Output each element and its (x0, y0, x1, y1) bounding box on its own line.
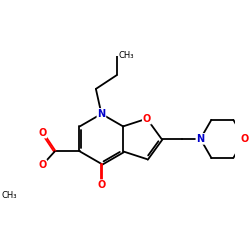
Text: O: O (240, 134, 248, 144)
Text: O: O (97, 180, 106, 190)
Text: N: N (97, 109, 106, 119)
Text: CH₃: CH₃ (118, 51, 134, 60)
Text: N: N (196, 134, 204, 144)
Text: CH₃: CH₃ (2, 190, 17, 200)
Text: O: O (143, 114, 151, 124)
Text: O: O (38, 160, 46, 170)
Text: O: O (38, 128, 46, 138)
